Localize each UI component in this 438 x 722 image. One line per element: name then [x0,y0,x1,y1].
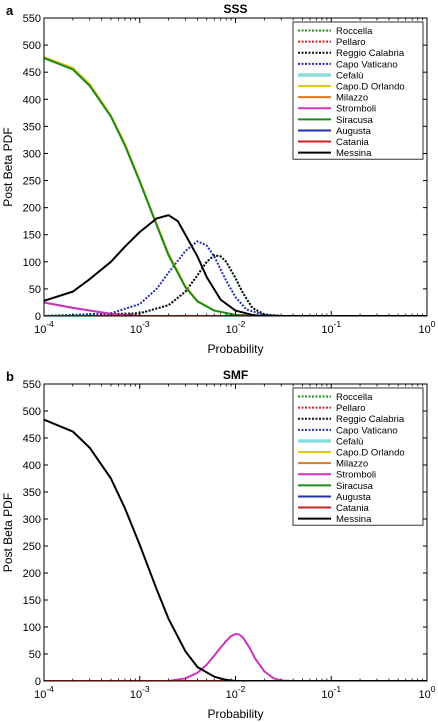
x-tick-label: 10-3 [130,684,150,701]
y-tick-label: 50 [29,649,41,661]
legend-label-capo-vaticano: Capo Vaticano [336,59,398,70]
y-tick-label: 500 [23,40,41,52]
x-tick-label: 10-4 [34,319,54,336]
y-tick-label: 100 [23,257,41,269]
series-line-messina [44,214,427,316]
series-line-reggio-calabria [44,254,427,316]
legend-label-roccella: Roccella [336,392,373,403]
y-tick-label: 0 [35,311,41,323]
y-tick-label: 550 [23,379,41,391]
series-group [44,56,427,316]
legend-label-pellaro: Pellaro [336,403,366,414]
legend-label-messina: Messina [336,148,372,159]
x-axis-label: Probability [207,707,263,721]
legend-label-siracusa: Siracusa [336,115,374,126]
legend-label-stromboli: Stromboli [336,470,376,481]
series-line-messina [44,418,427,681]
legend-label-cefalu: Cefalù [336,436,363,447]
legend-box [292,387,424,526]
chart-panel-a: a SSS 0 50 100 150 200 250 300 350 400 450 500 550 10-… [1,2,436,356]
x-tick-label: 10-3 [130,319,150,336]
legend-label-capo-vaticano: Capo Vaticano [336,425,398,436]
legend-label-capo-d-orlando: Capo.D Orlando [336,81,405,92]
y-tick-label: 300 [23,148,41,160]
y-tick-label: 350 [23,487,41,499]
y-tick-label: 300 [23,514,41,526]
panel-label: a [6,3,14,18]
series-line-roccella [44,254,427,316]
legend-label-cefalu: Cefalù [336,70,363,81]
x-tick-label: 100 [419,319,436,336]
legend-label-stromboli: Stromboli [336,104,376,115]
y-tick-label: 0 [35,676,41,688]
x-tick-label: 10-1 [321,684,341,701]
y-tick-label: 250 [23,541,41,553]
y-tick-label: 200 [23,568,41,580]
legend-label-augusta: Augusta [336,126,372,137]
chart-title: SSS [223,2,247,16]
legend-label-reggio-calabria: Reggio Calabria [336,48,405,59]
y-tick-label: 50 [29,284,41,296]
legend-label-roccella: Roccella [336,26,373,37]
series-line-stromboli [44,301,427,316]
x-axis-label: Probability [207,342,263,356]
series-line-capo-vaticano [44,240,427,316]
series-line-siracusa [44,57,427,316]
y-tick-label: 400 [23,460,41,472]
y-tick-label: 500 [23,406,41,418]
y-tick-label: 250 [23,176,41,188]
legend-label-augusta: Augusta [336,492,372,503]
legend-label-siracusa: Siracusa [336,481,374,492]
y-axis-label: Post Beta PDF [1,493,15,572]
legend-label-reggio-calabria: Reggio Calabria [336,414,405,425]
x-tick-label: 10-2 [226,319,246,336]
y-axis-label: Post Beta PDF [1,127,15,206]
x-tick-label: 10-1 [321,319,341,336]
legend-label-messina: Messina [336,514,372,525]
y-tick-label: 100 [23,622,41,634]
legend-label-capo-d-orlando: Capo.D Orlando [336,447,405,458]
y-tick-label: 350 [23,121,41,133]
chart-panel-b: b SMF 0 50 100 150 200 250 300 350 400 450 500 550 10-… [1,368,436,721]
legend-label-catania: Catania [336,137,369,148]
x-tick-label: 10-2 [226,684,246,701]
y-tick-label: 150 [23,595,41,607]
legend-label-milazzo: Milazzo [336,459,368,470]
y-tick-label: 200 [23,203,41,215]
y-tick-label: 150 [23,230,41,242]
legend-label-pellaro: Pellaro [336,37,366,48]
panel-label: b [6,369,14,384]
y-tick-label: 550 [23,13,41,25]
legend-label-catania: Catania [336,503,369,514]
y-tick-label: 400 [23,94,41,106]
series-group [44,418,427,681]
x-tick-label: 10-4 [34,684,54,701]
legend-label-milazzo: Milazzo [336,93,368,104]
series-line-stromboli [44,633,427,681]
y-tick-label: 450 [23,433,41,445]
legend-box [292,21,424,160]
chart-title: SMF [223,368,248,382]
y-tick-label: 450 [23,67,41,79]
x-tick-label: 100 [419,684,436,701]
